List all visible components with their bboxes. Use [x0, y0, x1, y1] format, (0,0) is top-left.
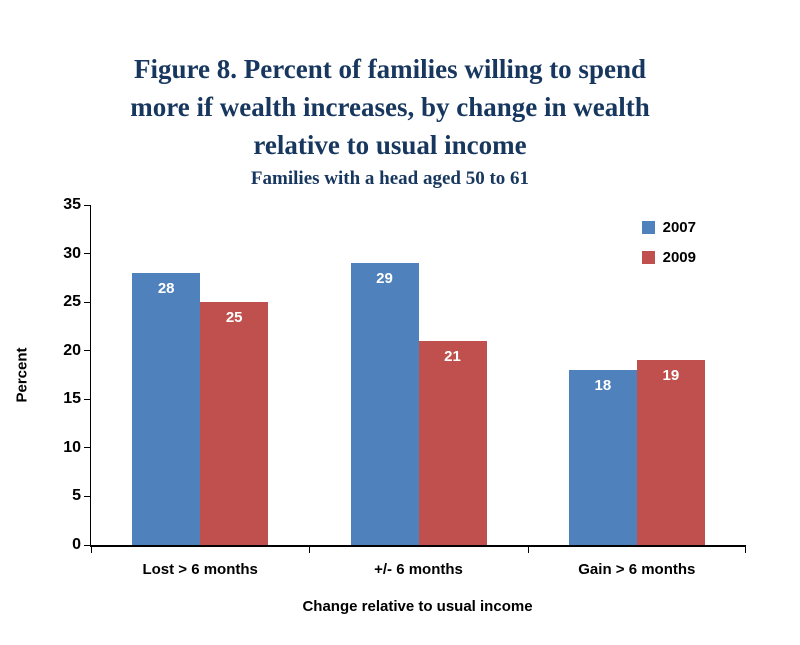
bar-value-label: 21: [444, 348, 461, 365]
bar-2007-3: 18: [568, 370, 637, 545]
y-tick-mark: [84, 398, 91, 400]
legend: 2007 2009: [641, 219, 696, 279]
y-tick-label: 5: [72, 487, 81, 505]
y-axis-title: Percent: [13, 347, 31, 403]
chart-title: Figure 8. Percent of families willing to…: [70, 50, 710, 164]
y-tick-label: 20: [63, 341, 81, 359]
chart-title-line-3: relative to usual income: [253, 130, 527, 160]
bar-value-label: 29: [376, 270, 393, 288]
bar-2009-2: 21: [418, 341, 487, 545]
y-tick-mark: [84, 301, 91, 303]
bar-2009-3: 19: [636, 360, 705, 545]
bar-2009-1: 25: [200, 302, 269, 545]
y-tick-label: 10: [63, 438, 81, 456]
y-tick-label: 15: [63, 390, 81, 408]
y-tick-label: 35: [63, 196, 81, 213]
plot-area: 0 5 10 15 20 25 30 35 28 25 Lost > 6 months 29 21 +/-…: [63, 196, 746, 578]
x-category-label: +/- 6 months: [374, 561, 463, 578]
legend-item-2007: 2007: [641, 219, 696, 236]
y-tick-mark: [84, 204, 91, 206]
y-tick-mark: [84, 544, 91, 546]
legend-swatch-2009: [641, 251, 655, 264]
legend-label: 2007: [662, 219, 696, 236]
y-tick-mark: [84, 253, 91, 255]
x-tick-mark: [91, 547, 92, 553]
chart-title-line-1: Figure 8. Percent of families willing to…: [134, 54, 646, 84]
legend-item-2009: 2009: [641, 249, 696, 266]
bar-2007-1: 28: [132, 273, 201, 545]
x-axis-title: Change relative to usual income: [302, 598, 533, 615]
y-tick-mark: [84, 447, 91, 449]
bar-value-label: 25: [225, 309, 243, 327]
x-tick-mark: [527, 547, 529, 553]
chart-title-line-2: more if wealth increases, by change in w…: [130, 92, 650, 122]
legend-label: 2009: [662, 249, 696, 266]
y-tick-label: 30: [63, 244, 81, 262]
bar-value-label: 19: [662, 367, 680, 385]
x-tick-mark: [745, 547, 746, 553]
y-tick-label: 25: [63, 293, 81, 311]
bar-2007-2: 29: [350, 263, 419, 545]
x-tick-mark: [309, 547, 311, 553]
legend-swatch-2007: [641, 221, 655, 234]
bar-value-label: 28: [157, 280, 175, 297]
bar-value-label: 18: [594, 377, 612, 395]
x-category-label: Gain > 6 months: [578, 561, 696, 578]
y-tick-mark: [84, 350, 91, 352]
x-category-label: Lost > 6 months: [142, 561, 258, 578]
y-tick-label: 0: [72, 536, 81, 553]
y-tick-mark: [84, 495, 91, 497]
chart-subtitle: Families with a head aged 50 to 61: [250, 168, 530, 189]
